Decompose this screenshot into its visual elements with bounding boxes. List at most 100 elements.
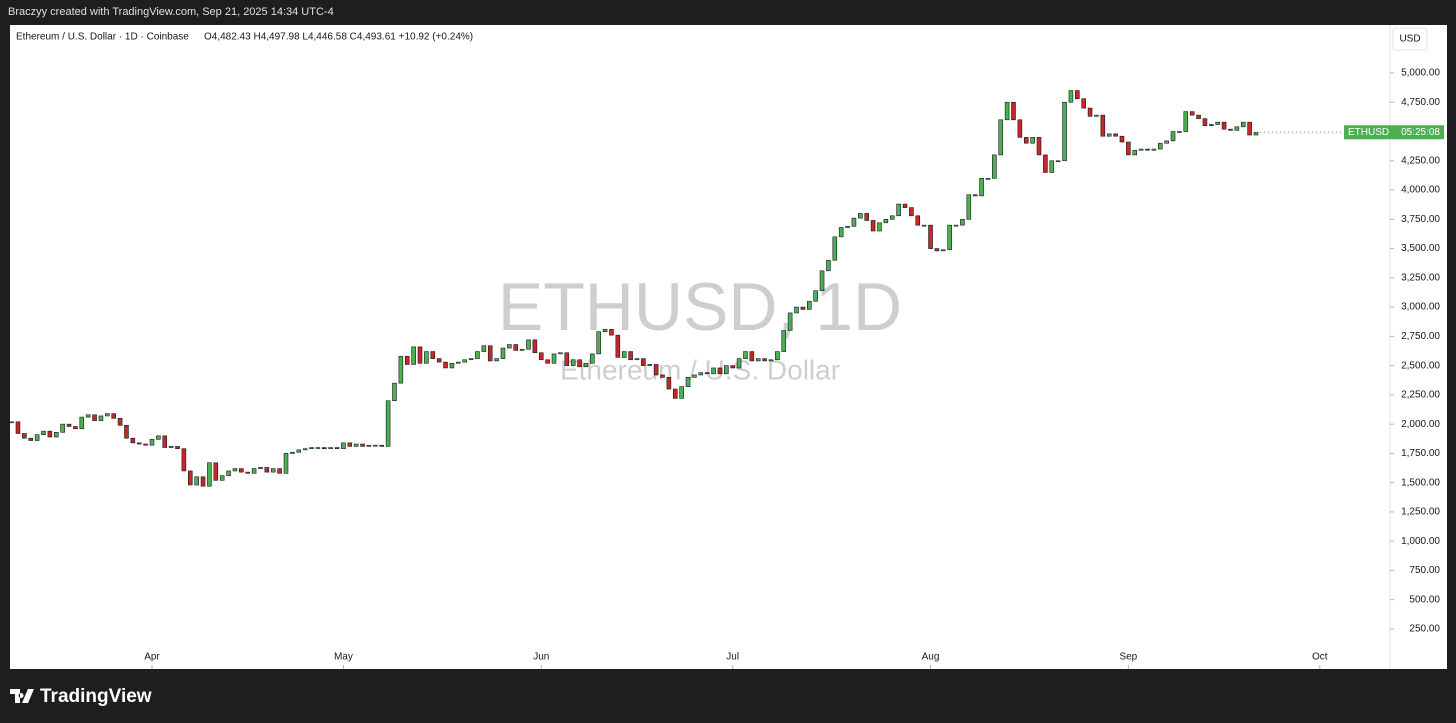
candle	[596, 331, 601, 355]
candle	[379, 444, 385, 447]
candle	[296, 449, 302, 453]
candle	[1151, 148, 1157, 151]
candle	[1049, 160, 1055, 173]
candle	[838, 227, 844, 238]
candle	[251, 468, 257, 474]
candle	[28, 437, 34, 441]
y-tick-label: 4,250.00	[1401, 155, 1440, 166]
candle	[34, 434, 40, 441]
candle	[341, 442, 346, 450]
candle	[992, 154, 997, 179]
candle	[194, 476, 199, 486]
candle	[1164, 140, 1169, 144]
candle	[1036, 137, 1042, 156]
candle	[149, 439, 155, 446]
y-tick-label: 500.00	[1409, 594, 1440, 605]
currency-button[interactable]	[1392, 27, 1428, 51]
candle	[181, 448, 187, 472]
candle	[730, 365, 735, 369]
candle	[972, 194, 978, 197]
candle	[162, 435, 168, 448]
candle	[347, 442, 353, 447]
candle	[443, 361, 448, 369]
candle	[475, 351, 480, 359]
candle	[634, 358, 640, 361]
candle	[1170, 131, 1176, 142]
brand: TradingView	[40, 686, 152, 707]
candle	[704, 372, 710, 375]
watermark-subtitle: Ethereum / U.S. Dollar	[560, 354, 840, 385]
candle	[998, 119, 1004, 156]
candle	[290, 451, 295, 454]
y-tick-label: 250.00	[1409, 624, 1440, 635]
watermark: ETHUSD, 1D	[498, 269, 902, 345]
candle	[213, 462, 219, 481]
candle	[136, 442, 142, 445]
candle	[692, 374, 697, 378]
candle	[481, 345, 487, 352]
candle	[85, 414, 91, 418]
candle	[883, 219, 889, 224]
candle	[781, 330, 787, 352]
candle	[800, 306, 806, 310]
candle	[353, 443, 359, 447]
candle	[545, 359, 550, 364]
candle	[124, 425, 129, 439]
candle	[1062, 101, 1067, 162]
candle	[570, 359, 576, 366]
candle	[1055, 160, 1061, 163]
candle	[768, 359, 774, 362]
x-tick-label: Jul	[726, 652, 739, 663]
candle	[583, 362, 589, 368]
y-tick-label: 2,500.00	[1401, 360, 1440, 371]
candle	[558, 352, 563, 355]
candle	[794, 306, 799, 314]
candle	[143, 443, 148, 446]
candle	[47, 430, 53, 438]
candle	[411, 346, 416, 365]
candle	[130, 437, 136, 444]
candle	[666, 377, 672, 390]
candle	[679, 386, 684, 399]
candle	[111, 413, 116, 419]
logo	[10, 689, 34, 703]
candle	[117, 417, 123, 426]
candle	[156, 435, 161, 440]
candle	[889, 215, 895, 220]
candle	[219, 475, 225, 481]
currency[interactable]: USD	[1399, 34, 1420, 45]
candle	[1030, 137, 1035, 144]
candle	[628, 351, 633, 361]
y-tick-label: 3,250.00	[1401, 272, 1440, 283]
candle	[322, 447, 327, 450]
candle	[538, 352, 544, 361]
candle	[577, 359, 582, 368]
candle	[896, 203, 901, 217]
candle	[1043, 154, 1048, 173]
candle	[258, 467, 263, 469]
candle	[1113, 133, 1118, 137]
candle	[832, 236, 838, 261]
candle	[1145, 148, 1150, 151]
candle	[1100, 114, 1106, 137]
candle	[532, 339, 538, 354]
x-tick-label: Oct	[1312, 652, 1328, 663]
candle	[928, 224, 933, 249]
candle	[15, 421, 21, 434]
candle	[934, 248, 940, 252]
candle	[609, 329, 614, 336]
candle	[736, 358, 742, 369]
candle	[877, 222, 882, 232]
candle	[615, 334, 621, 358]
candle	[1215, 121, 1220, 125]
candle	[947, 224, 952, 251]
candle	[360, 443, 365, 447]
candle	[826, 259, 831, 272]
candle	[845, 226, 850, 228]
candle	[513, 344, 519, 351]
candle	[22, 433, 27, 439]
candle	[60, 423, 65, 433]
candle	[711, 367, 716, 375]
candle	[819, 270, 825, 291]
ohlc: O4,482.43 H4,497.98 L4,446.58 C4,493.61 …	[204, 32, 473, 43]
